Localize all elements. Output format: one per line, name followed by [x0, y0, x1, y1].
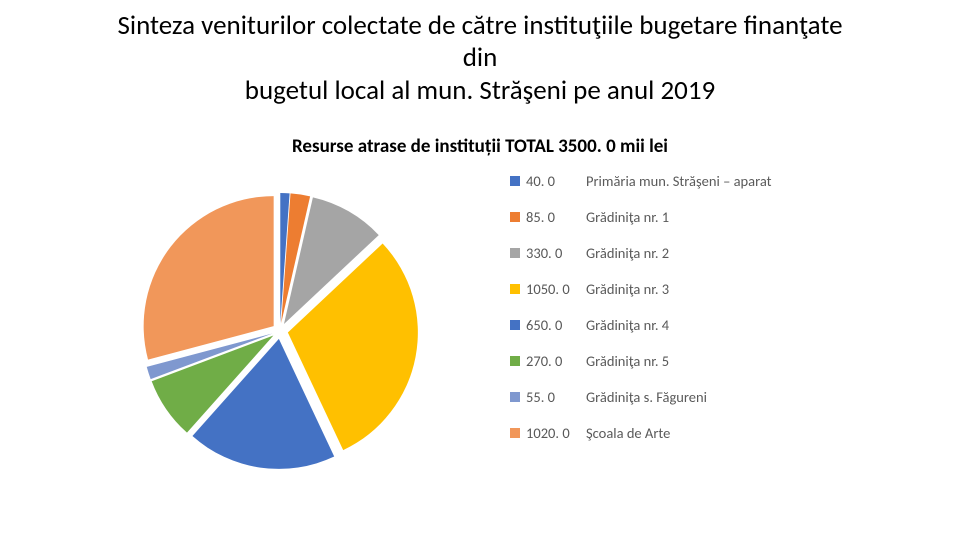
- title-line-2: din: [80, 42, 880, 74]
- title-line-1: Sinteza veniturilor colectate de către i…: [80, 10, 880, 42]
- legend-label: Grădiniţa nr. 4: [586, 316, 669, 334]
- legend-value: 55. 0: [526, 388, 582, 406]
- legend-label: Grădiniţa nr. 5: [586, 352, 669, 370]
- legend-swatch: [510, 392, 520, 402]
- legend-row: 1050. 0Grădiniţa nr. 3: [510, 280, 900, 298]
- legend-row: 55. 0Grădiniţa s. Făgureni: [510, 388, 900, 406]
- legend-value: 1050. 0: [526, 280, 582, 298]
- legend-swatch: [510, 320, 520, 330]
- legend-value: 270. 0: [526, 352, 582, 370]
- legend-swatch: [510, 176, 520, 186]
- legend-value: 330. 0: [526, 244, 582, 262]
- legend-row: 1020. 0Şcoala de Arte: [510, 424, 900, 442]
- pie-slice: [144, 196, 274, 359]
- chart-subtitle: Resurse atrase de instituții TOTAL 3500.…: [0, 135, 960, 158]
- legend-value: 1020. 0: [526, 424, 582, 442]
- legend-label: Grădiniţa s. Făgureni: [586, 388, 707, 406]
- legend-row: 40. 0Primăria mun. Străşeni – aparat: [510, 172, 900, 190]
- legend-label: Primăria mun. Străşeni – aparat: [586, 172, 772, 190]
- legend-label: Grădiniţa nr. 1: [586, 208, 669, 226]
- legend-row: 85. 0Grădiniţa nr. 1: [510, 208, 900, 226]
- legend-value: 85. 0: [526, 208, 582, 226]
- pie-container: [60, 166, 500, 496]
- main-title: Sinteza veniturilor colectate de către i…: [0, 0, 960, 107]
- pie-chart: [130, 181, 430, 481]
- legend-swatch: [510, 248, 520, 258]
- legend-row: 330. 0Grădiniţa nr. 2: [510, 244, 900, 262]
- legend-label: Grădiniţa nr. 3: [586, 280, 669, 298]
- legend-swatch: [510, 428, 520, 438]
- legend-swatch: [510, 284, 520, 294]
- legend-value: 650. 0: [526, 316, 582, 334]
- legend-row: 270. 0Grădiniţa nr. 5: [510, 352, 900, 370]
- legend-label: Grădiniţa nr. 2: [586, 244, 669, 262]
- chart-area: 40. 0Primăria mun. Străşeni – aparat85. …: [0, 158, 960, 496]
- title-line-3: bugetul local al mun. Străşeni pe anul 2…: [80, 75, 880, 107]
- legend-value: 40. 0: [526, 172, 582, 190]
- legend-swatch: [510, 356, 520, 366]
- legend-row: 650. 0Grădiniţa nr. 4: [510, 316, 900, 334]
- legend: 40. 0Primăria mun. Străşeni – aparat85. …: [500, 166, 900, 496]
- legend-label: Şcoala de Arte: [586, 424, 670, 442]
- legend-swatch: [510, 212, 520, 222]
